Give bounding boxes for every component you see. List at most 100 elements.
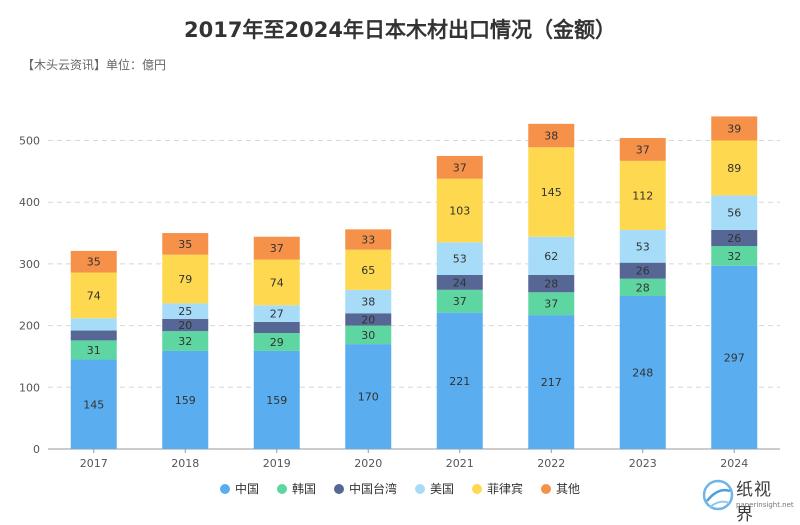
data-label: 28 [544,278,558,291]
x-tick-label: 2023 [629,457,657,470]
data-label: 32 [727,250,741,263]
data-label: 30 [361,329,375,342]
bar-segment [528,236,575,276]
data-label: 24 [453,276,467,289]
data-label: 37 [453,161,467,174]
bar-segment [528,292,575,316]
data-label: 37 [453,295,467,308]
data-label: 53 [453,253,467,266]
bar-segment [528,275,575,293]
bar-segment [436,275,483,290]
bar-segment [619,160,666,230]
bar-segment [436,289,483,313]
bar-segment [436,178,483,243]
bar-segment [345,289,392,314]
data-label: 74 [270,276,284,289]
y-tick-label: 100 [19,381,40,394]
data-label: 159 [175,394,196,407]
bar-segment [619,138,666,161]
data-label: 39 [727,122,741,135]
legend-swatch [276,483,287,494]
bar-segment [436,242,483,276]
legend-item[interactable]: 中国 [219,480,259,497]
data-label: 33 [361,234,375,247]
data-label: 65 [361,264,375,277]
brand-logo: 纸视界 paperinsight.net [702,475,794,525]
chart-title: 2017年至2024年日本木材出口情况（金额） [184,18,616,42]
data-label: 25 [178,305,192,318]
bar-segment [619,229,666,263]
bar-segment [711,229,758,247]
bar-segment [436,155,483,179]
data-label: 217 [541,376,562,389]
data-label: 248 [632,366,653,379]
data-label: 28 [636,281,650,294]
bar-segment [253,321,300,334]
bar-segment [345,249,392,290]
data-label: 297 [724,351,745,364]
data-label: 31 [87,344,101,357]
data-label: 37 [544,298,558,311]
x-tick-label: 2021 [446,457,474,470]
data-label: 27 [270,308,284,321]
data-label: 37 [270,242,284,255]
legend-label: 其他 [556,482,581,496]
legend-swatch [333,483,344,494]
bar-segment [253,259,300,306]
data-label: 62 [544,250,558,263]
legend-item[interactable]: 中国台湾 [333,480,397,497]
y-tick-label: 0 [33,443,40,456]
bar-segment [436,312,483,449]
y-tick-label: 500 [19,135,40,148]
data-label: 20 [178,319,192,332]
logo-url: paperinsight.net [736,501,794,509]
x-tick-label: 2019 [263,457,291,470]
bar-segment [162,318,209,332]
bar-segment [528,147,575,237]
bar-segment [711,246,758,266]
data-label: 79 [178,273,192,286]
bar-segment [619,278,666,296]
data-label: 35 [178,238,192,251]
bar-segment [162,350,209,449]
data-label: 74 [87,289,101,302]
legend-swatch [472,483,483,494]
bar-segment [162,233,209,255]
bar-segment [345,344,392,449]
legend-label: 中国台湾 [348,482,397,496]
data-label: 221 [449,375,470,388]
bar-segment [70,330,117,341]
legend-label: 中国 [234,482,259,496]
data-label: 112 [632,189,653,202]
bar-segment [528,315,575,449]
logo-text: 纸视界 [736,480,772,525]
bar-segment [253,305,300,322]
bar-segment [162,303,209,319]
data-label: 145 [83,398,104,411]
bar-segment [70,359,117,449]
legend-item[interactable]: 菲律宾 [472,480,523,497]
legend-item[interactable]: 其他 [541,480,580,497]
bar-segment [528,123,575,148]
bar-segment [162,331,209,351]
data-label: 89 [727,162,741,175]
data-label: 26 [727,232,741,245]
legend-item[interactable]: 韩国 [276,480,316,497]
bar-segment [345,313,392,326]
bar-segment [345,229,392,250]
bar-segment [253,350,300,449]
x-tick-label: 2018 [171,457,199,470]
bar-segment [619,295,666,449]
bar-segment [619,262,666,279]
legend-item[interactable]: 美国 [415,480,454,497]
stacked-bar-chart: 0100200300400500145317435201715932202579… [19,116,780,470]
legend-swatch [415,483,425,494]
x-tick-label: 2024 [720,457,748,470]
x-tick-label: 2022 [537,457,565,470]
bar-segment [253,236,300,260]
data-label: 103 [449,205,470,218]
bar-segment [162,254,209,304]
x-tick-label: 2017 [80,457,108,470]
data-label: 35 [87,256,101,269]
data-label: 159 [266,394,287,407]
